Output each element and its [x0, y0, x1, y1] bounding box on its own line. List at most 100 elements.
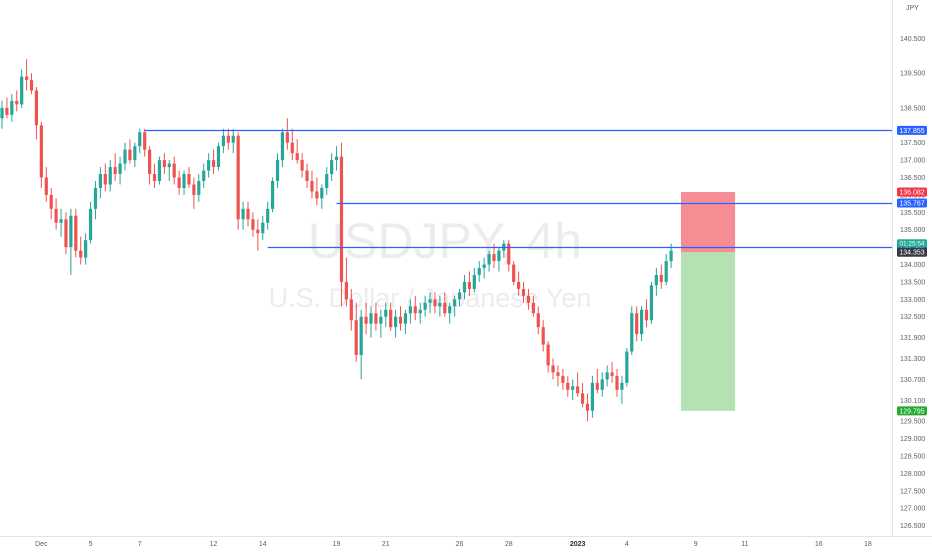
watermark-symbol: USDJPY, 4h: [308, 213, 582, 269]
price-tick-label: 138.500: [900, 105, 925, 112]
target-price-badge-label: 129.795: [899, 408, 924, 415]
candle: [79, 236, 83, 265]
candle-body: [369, 313, 373, 324]
take-profit-zone[interactable]: [680, 252, 736, 411]
price-tick-label: 131.900: [900, 335, 925, 342]
level-price-badge-label: 135.767: [899, 201, 924, 208]
price-tick-label: 127.500: [900, 488, 925, 495]
candle: [433, 292, 437, 314]
candle: [423, 295, 427, 317]
candle-body: [546, 344, 550, 366]
candle: [428, 292, 432, 314]
candle-body: [531, 302, 535, 314]
candle-body: [561, 375, 565, 383]
candle: [497, 247, 501, 272]
candle: [128, 139, 132, 164]
candle: [453, 295, 457, 317]
candle-body: [462, 281, 467, 293]
candle-body: [541, 327, 545, 345]
candle: [305, 163, 309, 188]
price-tick-label: 131.300: [900, 356, 925, 363]
candle-body: [339, 156, 344, 282]
candle: [344, 257, 348, 307]
price-tick-label: 128.500: [900, 453, 925, 460]
candle-body: [443, 302, 447, 314]
candle: [143, 128, 147, 157]
price-tick-label: 137.500: [900, 140, 925, 147]
candle-body: [325, 174, 329, 188]
candle-body: [605, 372, 609, 380]
candle: [167, 160, 171, 181]
candle-body: [389, 309, 393, 328]
candle-body: [418, 309, 422, 314]
candle: [192, 177, 196, 209]
candle: [462, 274, 467, 300]
price-tick-label: 135.500: [900, 210, 925, 217]
candle-body: [93, 187, 98, 209]
candle-body: [467, 281, 471, 289]
candle: [398, 306, 403, 331]
candle-body: [571, 386, 575, 390]
candle-body: [113, 167, 117, 175]
price-tick-label: 137.000: [900, 158, 925, 165]
candle: [512, 261, 516, 286]
candle: [103, 163, 107, 192]
candle: [551, 358, 555, 380]
candle-body: [551, 365, 555, 373]
time-tick-label: 28: [505, 541, 513, 548]
candle-body: [640, 309, 644, 335]
candle-body: [644, 309, 649, 321]
candle-body: [133, 146, 137, 161]
price-tick-label: 128.000: [900, 471, 925, 478]
candle: [640, 306, 644, 342]
candle: [59, 208, 63, 237]
candle: [216, 142, 221, 171]
candle: [571, 379, 575, 401]
horizontal-levels[interactable]: [144, 129, 892, 249]
candle-body: [398, 316, 403, 324]
candle-body: [207, 160, 211, 171]
time-axis[interactable]: Dec 5 7 12 14 19 21 26 28 2023 4 9 11 16 18: [35, 541, 872, 548]
candle: [556, 365, 560, 387]
countdown-label: 01:25:54: [899, 241, 925, 248]
time-tick-label: 21: [382, 541, 390, 548]
time-tick-label: 9: [694, 541, 698, 548]
candle-body: [49, 194, 53, 209]
candle: [197, 174, 201, 202]
candle-body: [15, 100, 19, 105]
candle: [172, 156, 176, 185]
candle: [236, 132, 240, 230]
candle: [231, 128, 235, 154]
candle: [246, 201, 250, 227]
long-position-tool[interactable]: [680, 192, 736, 411]
level-price-badge-bg: [897, 198, 927, 208]
candle-body: [123, 149, 127, 164]
candle-body: [44, 177, 48, 195]
candle-body: [157, 160, 162, 181]
time-tick-label: Dec: [35, 541, 48, 548]
candle: [275, 153, 280, 188]
price-tick-label: 134.000: [900, 262, 925, 269]
candle: [487, 250, 491, 272]
time-tick-label: 4: [625, 541, 629, 548]
candle-body: [128, 149, 132, 161]
candle-body: [438, 302, 442, 307]
stop-loss-zone[interactable]: [680, 192, 736, 253]
stop-price-badge-label: 136.082: [899, 190, 924, 197]
price-tick-label: 136.500: [900, 175, 925, 182]
candle-body: [74, 215, 78, 251]
candle: [207, 153, 211, 178]
candle: [84, 233, 88, 265]
price-axis[interactable]: 140.500 139.500 138.500 137.500 137.000 136.5…: [900, 36, 925, 530]
candle: [310, 170, 314, 199]
candle: [566, 375, 570, 397]
candle: [39, 121, 43, 188]
candle-body: [251, 219, 255, 230]
price-tick-label: 133.000: [900, 297, 925, 304]
candle-body: [610, 372, 614, 376]
candle-body: [576, 386, 580, 394]
candle-body: [266, 208, 270, 223]
candle-body: [25, 76, 29, 81]
